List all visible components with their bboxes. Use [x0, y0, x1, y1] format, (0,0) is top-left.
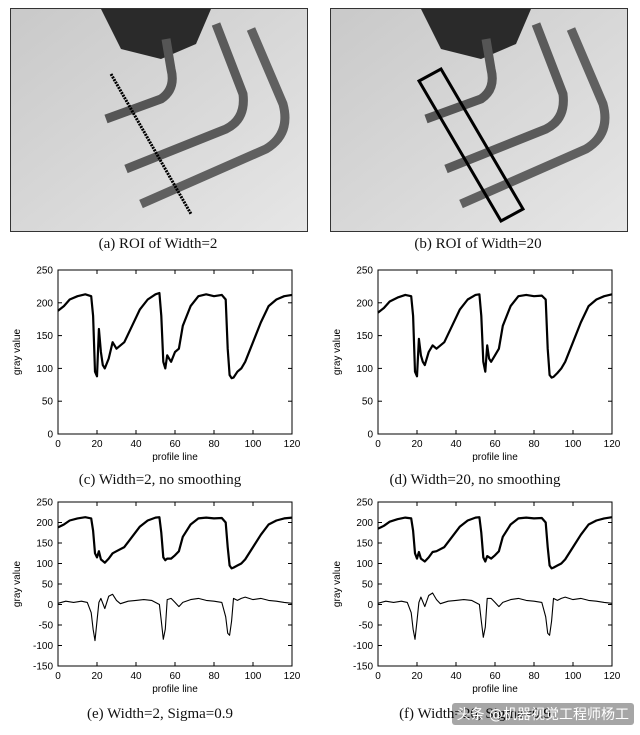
y-tick-label: 0	[367, 600, 373, 611]
y-tick-label: 50	[362, 580, 374, 591]
y-tick-label: 250	[356, 266, 373, 277]
x-tick-label: 60	[169, 439, 181, 450]
y-tick-label: -100	[353, 641, 373, 652]
y-tick-label: 250	[36, 498, 53, 509]
x-tick-label: 20	[91, 671, 103, 682]
y-tick-label: -50	[359, 621, 374, 632]
roi-photo-b	[330, 8, 628, 232]
y-tick-label: 0	[367, 430, 373, 441]
y-tick-label: 150	[356, 539, 373, 550]
y-axis-label: gray value	[332, 328, 343, 375]
chart-c: 0 20 40 60 80 100 120 0 50 100 150 200 250 profile li…	[12, 266, 301, 464]
chart-e: 0 20 40 60 80 100 120 -150 -100 -50 0 50 100 150 200 25…	[12, 498, 301, 696]
y-tick-label: 100	[356, 364, 373, 375]
caption-d: (d) Width=20, no smoothing	[389, 472, 561, 488]
x-tick-label: 20	[411, 671, 423, 682]
x-tick-label: 0	[55, 439, 61, 450]
y-axis-label: gray value	[332, 560, 343, 607]
y-tick-label: 200	[356, 518, 373, 529]
x-tick-label: 80	[208, 671, 220, 682]
y-tick-label: 150	[356, 331, 373, 342]
y-tick-label: 50	[42, 397, 54, 408]
gray-profile-line	[57, 291, 293, 380]
x-tick-label: 80	[208, 439, 220, 450]
y-tick-label: -50	[39, 621, 54, 632]
x-tick-label: 120	[604, 439, 621, 450]
derivative-line	[377, 592, 613, 640]
x-tick-label: 0	[375, 671, 381, 682]
x-tick-label: 80	[528, 671, 540, 682]
y-tick-label: 0	[47, 600, 53, 611]
gray-profile-line	[57, 516, 293, 570]
y-tick-label: 200	[356, 298, 373, 309]
caption-e: (e) Width=2, Sigma=0.9	[86, 706, 234, 722]
x-tick-label: 120	[604, 671, 621, 682]
x-tick-label: 40	[450, 671, 462, 682]
x-tick-label: 40	[450, 439, 462, 450]
x-tick-label: 60	[169, 671, 181, 682]
y-tick-label: 50	[362, 397, 374, 408]
x-axis-label: profile line	[472, 452, 518, 463]
y-tick-label: 200	[36, 518, 53, 529]
chart-d: 0 20 40 60 80 100 120 0 50 100 150 200 250 profile li…	[332, 266, 621, 464]
y-tick-label: -100	[33, 641, 53, 652]
x-tick-label: 40	[130, 671, 142, 682]
y-tick-label: 200	[36, 298, 53, 309]
x-tick-label: 40	[130, 439, 142, 450]
y-tick-label: 50	[42, 580, 54, 591]
y-tick-label: 150	[36, 331, 53, 342]
x-tick-label: 120	[284, 439, 301, 450]
caption-c: (c) Width=2, no smoothing	[78, 472, 242, 488]
y-axis-label: gray value	[12, 328, 23, 375]
x-tick-label: 100	[245, 439, 262, 450]
x-tick-label: 60	[489, 439, 501, 450]
x-tick-label: 80	[528, 439, 540, 450]
y-axis-label: gray value	[12, 560, 23, 607]
y-tick-label: 100	[36, 559, 53, 570]
roi-photo-a	[10, 8, 308, 232]
caption-b: (b) ROI of Width=20	[414, 236, 542, 252]
y-tick-label: -150	[33, 662, 53, 673]
gray-profile-line	[377, 516, 613, 570]
x-tick-label: 0	[375, 439, 381, 450]
y-tick-label: 100	[356, 559, 373, 570]
x-tick-label: 0	[55, 671, 61, 682]
derivative-line	[57, 593, 293, 642]
x-tick-label: 60	[489, 671, 501, 682]
x-tick-label: 20	[411, 439, 423, 450]
x-tick-label: 100	[565, 671, 582, 682]
y-tick-label: 250	[36, 266, 53, 277]
x-axis-label: profile line	[152, 684, 198, 695]
y-tick-label: -150	[353, 662, 373, 673]
y-tick-label: 250	[356, 498, 373, 509]
plot-frame	[377, 269, 613, 435]
y-tick-label: 150	[36, 539, 53, 550]
x-axis-label: profile line	[152, 452, 198, 463]
x-tick-label: 100	[245, 671, 262, 682]
y-tick-label: 0	[47, 430, 53, 441]
x-tick-label: 20	[91, 439, 103, 450]
x-tick-label: 120	[284, 671, 301, 682]
chart-f: 0 20 40 60 80 100 120 -150 -100 -50 0 50 100 150 200 25…	[332, 498, 621, 696]
x-axis-label: profile line	[472, 684, 518, 695]
caption-f: (f) Width=20, Sigma=0.9	[399, 706, 551, 722]
y-tick-label: 100	[36, 364, 53, 375]
watermark: 头条 @机器视觉工程师杨工	[451, 703, 634, 725]
x-tick-label: 100	[565, 439, 582, 450]
gray-profile-line	[377, 293, 613, 379]
caption-a: (a) ROI of Width=2	[98, 236, 218, 252]
